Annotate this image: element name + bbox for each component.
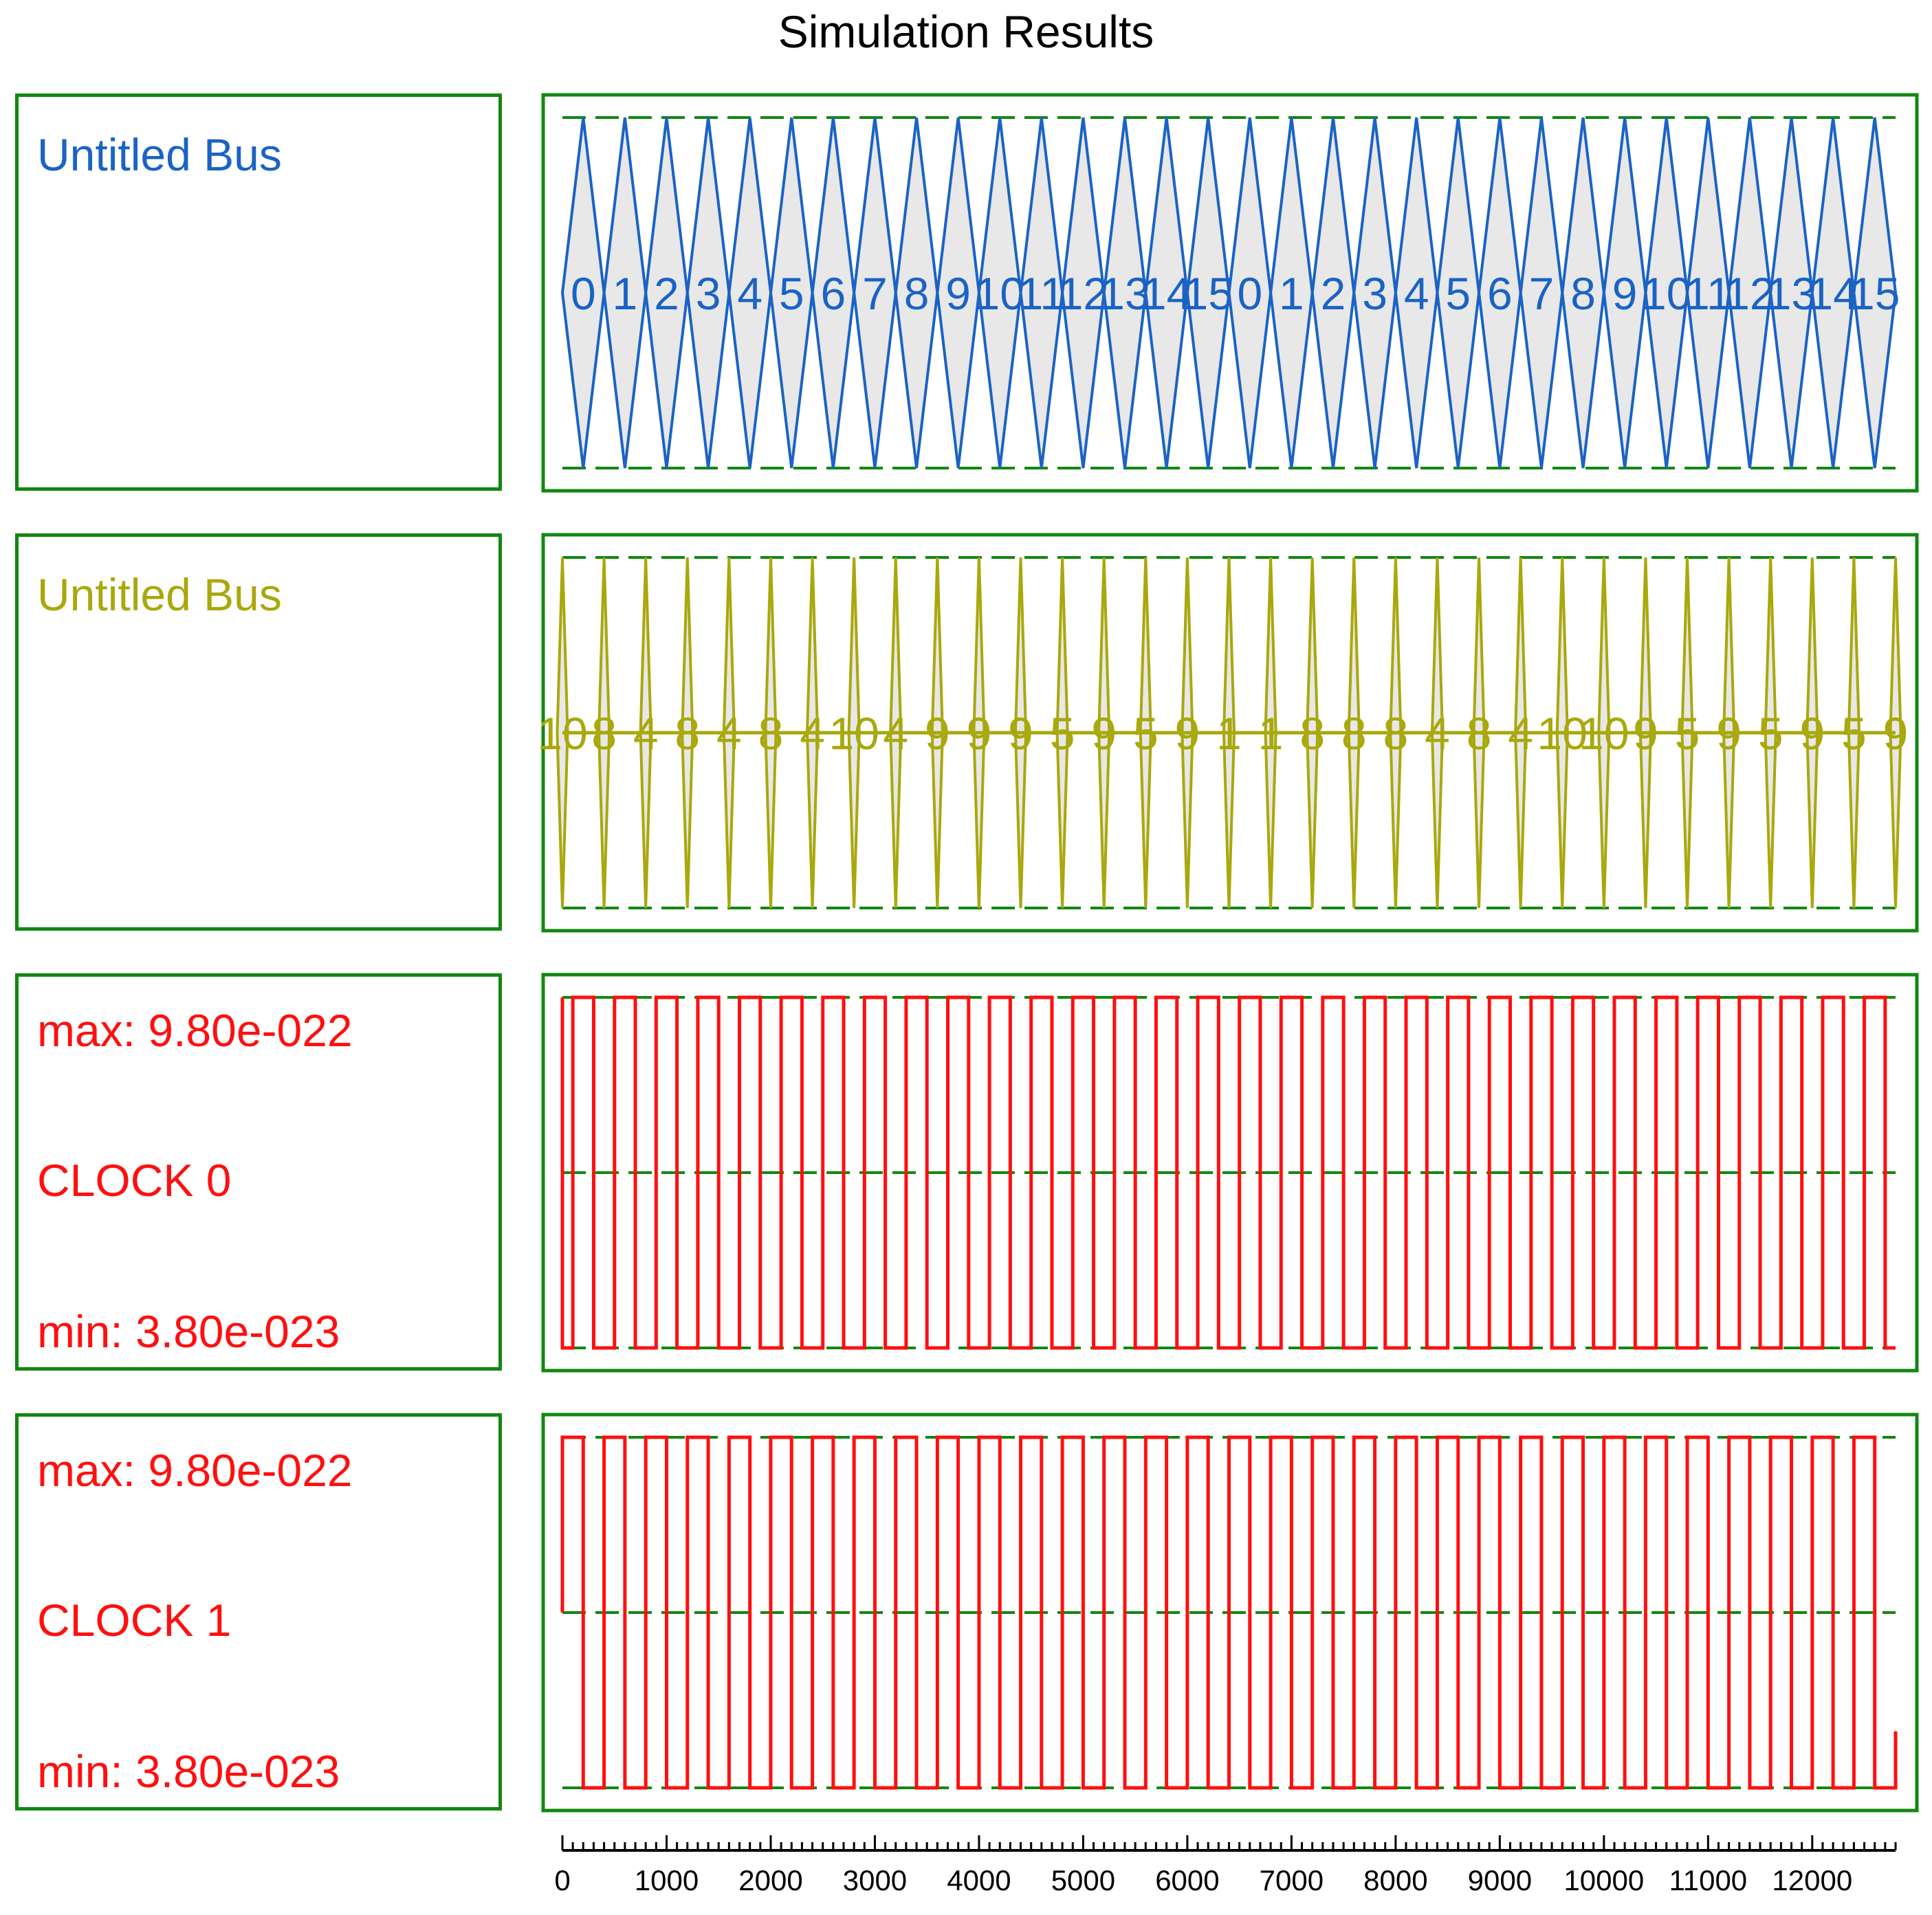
- bus-value-label: 8: [1570, 268, 1596, 319]
- bus-value-label: 9: [1612, 268, 1638, 319]
- signal-name: CLOCK 0: [37, 1155, 232, 1206]
- tick-label: 9000: [1468, 1864, 1532, 1896]
- tick-label: 6000: [1155, 1864, 1219, 1896]
- signal-label-panel-bus-0: Untitled Bus: [15, 93, 502, 491]
- tick-label: 12000: [1772, 1864, 1852, 1896]
- bus-value-label: 15: [1849, 268, 1900, 319]
- tick-label: 4000: [947, 1864, 1011, 1896]
- tick-label: 8000: [1363, 1864, 1427, 1896]
- bus-value-label: 7: [1529, 268, 1555, 319]
- bus-value-label: 2: [654, 268, 679, 319]
- bus-value-label: 12: [1724, 268, 1775, 319]
- bus-value-label: 4: [1404, 268, 1429, 319]
- bus-value-label: 15: [1183, 268, 1233, 319]
- tick-label: 11000: [1669, 1864, 1747, 1896]
- signal-min-label: min: 3.80e-023: [37, 1306, 340, 1357]
- bus-segment: [1852, 117, 1898, 469]
- bus-value-label: 11: [1018, 268, 1066, 319]
- bus-value-label: 1: [613, 268, 638, 319]
- signal-label-panel-clock-0: max: 9.80e-022 CLOCK 0 min: 3.80e-023: [15, 973, 502, 1371]
- tick-label: 5000: [1051, 1864, 1115, 1896]
- signal-name: CLOCK 1: [37, 1595, 232, 1646]
- bus-value-label: 6: [1487, 268, 1513, 319]
- tick-label: 10000: [1563, 1864, 1644, 1896]
- page-title: Simulation Results: [778, 6, 1154, 57]
- clock-waveform: [560, 995, 1896, 1350]
- bus-value-label: 8: [904, 268, 930, 319]
- bus-value-label: 10: [1641, 268, 1691, 319]
- signal-label-panel-clock-1: max: 9.80e-022 CLOCK 1 min: 3.80e-023: [15, 1413, 502, 1811]
- bus-value-label: 2: [1321, 268, 1346, 319]
- bus-value-label: 12: [1058, 268, 1108, 319]
- bus-value-label: 6: [821, 268, 846, 319]
- tick-label: 2000: [738, 1864, 802, 1896]
- bus-value-label: 0: [1237, 268, 1262, 319]
- bus-value-label: 4: [737, 268, 762, 319]
- bus-value-label: 14: [1808, 268, 1858, 319]
- signal-track-3: [541, 1413, 1919, 1813]
- tick-label: 3000: [843, 1864, 907, 1896]
- signal-name: Untitled Bus: [37, 129, 282, 180]
- bus-value-label: 3: [1362, 268, 1387, 319]
- bus-value-label: 9: [945, 268, 971, 319]
- signal-name: Untitled Bus: [37, 569, 282, 620]
- bus-value-label: 13: [1099, 268, 1150, 319]
- bus-value-label: 14: [1141, 268, 1192, 319]
- signal-track-2: [541, 973, 1919, 1373]
- bus-value-label: 7: [862, 268, 888, 319]
- tick-label: 0: [554, 1864, 570, 1896]
- signal-max-label: max: 9.80e-022: [37, 1445, 353, 1496]
- signal-max-label: max: 9.80e-022: [37, 1005, 353, 1056]
- bus-value-label: 0: [571, 268, 596, 319]
- tick-label: 1000: [635, 1864, 699, 1896]
- signal-label-panel-bus-1: Untitled Bus: [15, 533, 502, 931]
- bus-value-label: 5: [1445, 268, 1471, 319]
- bus-value-label: 1: [1279, 268, 1304, 319]
- bus-value-label: 11: [1684, 268, 1732, 319]
- time-axis: 0 1000 2000 3000 4000 5000 6000 7000 8000 9000 100…: [554, 1835, 1897, 1896]
- bus-value-label: 3: [696, 268, 721, 319]
- bus-value-label: 5: [779, 268, 804, 319]
- bus-value-label: 13: [1766, 268, 1816, 319]
- bus-value-label: 10: [975, 268, 1025, 319]
- signal-min-label: min: 3.80e-023: [37, 1746, 340, 1797]
- tick-label: 7000: [1260, 1864, 1324, 1896]
- clock-waveform: [560, 1435, 1898, 1790]
